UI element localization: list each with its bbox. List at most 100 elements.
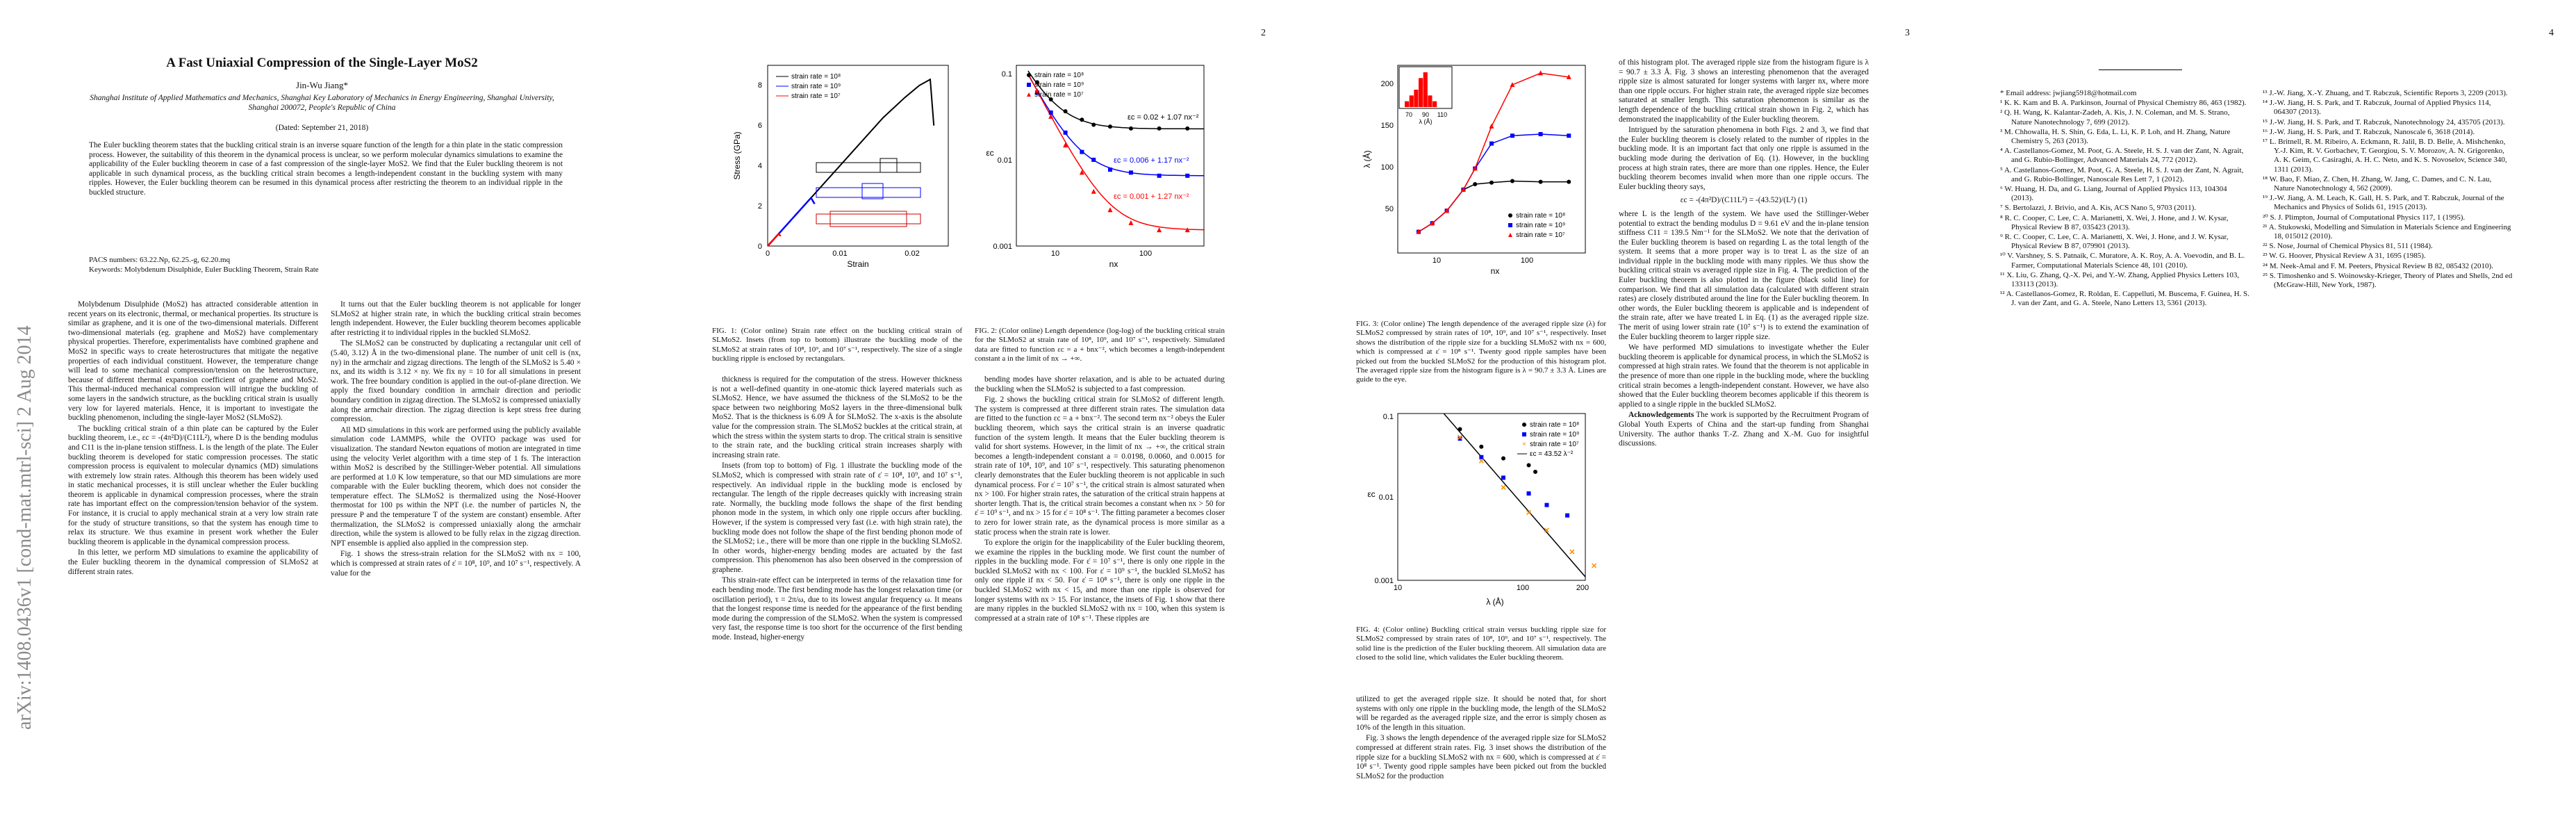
data-point [1157, 227, 1162, 233]
reference-item: ¹² A. Castellanos-Gomez, R. Roldan, E. C… [2000, 290, 2249, 308]
reference-item: ⁵ A. Castellanos-Gomez, M. Poot, G. A. S… [2000, 165, 2244, 183]
x-tick-label: 0.02 [905, 250, 919, 258]
legend-label: strain rate = 10⁹ [1034, 81, 1084, 89]
reference-item: ¹⁰ V. Varshney, S. S. Patnaik, C. Murato… [2000, 252, 2245, 270]
data-point [1538, 179, 1543, 184]
data-point [1128, 170, 1133, 175]
reference-item: ² Q. H. Wang, K. Kalantar-Zadeh, A. Kis,… [2000, 108, 2230, 126]
reference-item: ¹ K. K. Kam and B. A. Parkinson, Journal… [2000, 99, 2247, 108]
inset-ripple-1e7 [816, 213, 921, 224]
reference-item: ⁴ A. Castellanos-Gomez, M. Poot, G. A. S… [2000, 147, 2244, 165]
reference-item: ²³ W. G. Hoover, Physical Review A 31, 1… [2263, 252, 2426, 261]
data-point [1526, 463, 1531, 468]
data-point [1526, 509, 1532, 515]
page-3: 3 70 90 110 λ (Å) strain rate = 10⁸ stra… [1288, 0, 1932, 834]
legend: strain rate = 10⁸ strain rate = 10⁹ stra… [776, 73, 841, 100]
legend-label: strain rate = 10⁷ [1034, 91, 1084, 99]
paragraph: Fig. 2 shows the buckling critical strai… [975, 395, 1225, 537]
reference-item: ⁷ S. Bertolazzi, J. Brivio, and A. Kis, … [2000, 204, 2197, 213]
inset-ripple-1e9 [816, 187, 921, 198]
y-tick-label: 100 [1381, 163, 1394, 172]
data-point [1080, 149, 1084, 154]
figure-3: 70 90 110 λ (Å) strain rate = 10⁸ strain… [1362, 65, 1586, 276]
data-point [1185, 173, 1190, 178]
data-point [1107, 207, 1113, 213]
y-tick-label: 2 [758, 202, 762, 211]
data-point [1091, 188, 1096, 194]
legend-label: strain rate = 10⁸ [1516, 212, 1565, 220]
column-left: Molybdenum Disulphide (MoS2) has attract… [68, 300, 318, 578]
reference-item: ¹⁸ W. Bao, F. Miao, Z. Chen, H. Zhang, W… [2263, 174, 2492, 193]
page-2: 2 strain rate = 10⁸ strain rate = 10⁹ st… [644, 0, 1288, 834]
histogram-inset: 70 90 110 λ (Å) [1398, 66, 1453, 125]
inset-x-tick: 70 [1405, 111, 1412, 118]
y-tick-label: 0.01 [998, 156, 1012, 165]
paragraph: This strain-rate effect can be interpret… [712, 576, 962, 642]
y-axis-label: Stress (GPa) [732, 131, 742, 179]
keywords: Keywords: Molybdenum Disulphide, Euler B… [89, 265, 319, 274]
data-point [1063, 109, 1068, 114]
paragraph: where L is the length of the system. We … [1619, 209, 1869, 341]
legend-label: strain rate = 10⁷ [1530, 441, 1579, 448]
y-axis-label: εc [986, 148, 993, 158]
reference-item: ²² S. Nose, Journal of Chemical Physics … [2263, 242, 2433, 251]
x-tick-label: 100 [1521, 256, 1533, 265]
data-point [1592, 563, 1597, 569]
legend-label: strain rate = 10⁹ [1530, 431, 1579, 439]
paragraph: Insets (from top to bottom) of Fig. 1 il… [712, 461, 962, 574]
data-point [1538, 132, 1543, 136]
x-tick-label: 10 [1433, 256, 1441, 265]
legend: strain rate = 10⁸ strain rate = 10⁹ stra… [1508, 212, 1565, 239]
paragraph: Fig. 1 shows the stress-strain relation … [331, 550, 581, 578]
y-tick-label: 200 [1381, 80, 1394, 88]
figure-1: strain rate = 10⁸ strain rate = 10⁹ stra… [732, 65, 949, 269]
x-axis-label: nx [1109, 259, 1118, 269]
data-point [1569, 549, 1575, 555]
legend: strain rate = 10⁸ strain rate = 10⁹ × str… [1517, 421, 1579, 458]
data-point [1458, 427, 1462, 432]
figure-2: strain rate = 10⁸ strain rate = 10⁹ stra… [986, 65, 1205, 269]
reference-item: ²⁴ M. Neek-Amal and F. M. Peeters, Physi… [2263, 261, 2493, 270]
y-tick-label: 0.1 [1383, 413, 1394, 421]
legend-label: strain rate = 10⁷ [791, 92, 841, 100]
reference-item: ⁸ R. C. Cooper, C. Lee, C. A. Marianetti… [2000, 213, 2229, 231]
legend-label: strain rate = 10⁹ [1516, 222, 1565, 229]
histogram-bar [1405, 101, 1410, 107]
data-point [1501, 456, 1505, 461]
data-point [1460, 186, 1466, 192]
fit-line [1027, 74, 1204, 177]
histogram-bar [1423, 72, 1428, 107]
paper-title: A Fast Uniaxial Compression of the Singl… [166, 56, 478, 70]
column-right: bending modes have shorter relaxation, a… [975, 375, 1225, 625]
paragraph: utilized to get the averaged ripple size… [1356, 695, 1606, 732]
references-right: ¹³ J.-W. Jiang, X.-Y. Zhuang, and T. Rab… [2263, 89, 2513, 291]
abstract: The Euler buckling theorem states that t… [89, 141, 563, 197]
data-point [1544, 528, 1549, 533]
reference-item: ¹⁶ J.-W. Jiang, H. S. Park, and T. Rabcz… [2263, 127, 2475, 136]
paragraph: Molybdenum Disulphide (MoS2) has attract… [68, 300, 318, 423]
reference-item: ¹⁷ L. Britnell, R. M. Ribeiro, A. Eckman… [2263, 138, 2507, 174]
fit-line [1027, 73, 1204, 231]
equation-1: εc = -(4π²D)/(C11L²) = -(43.52)/(L²) (1) [1680, 196, 1808, 205]
data-point [1034, 80, 1039, 85]
reference-item: ³ M. Chhowalla, H. S. Shin, G. Eda, L. L… [2000, 127, 2231, 146]
figure-2-caption: FIG. 2: (Color online) Length dependence… [975, 327, 1225, 363]
page-number: 3 [1905, 28, 1910, 38]
legend: strain rate = 10⁸ strain rate = 10⁹ stra… [1027, 72, 1084, 99]
page-1: arXiv:1408.0436v1 [cond-mat.mtrl-sci] 2 … [0, 0, 644, 834]
data-point [1048, 110, 1053, 115]
x-tick-label: 100 [1517, 584, 1529, 592]
data-point [1565, 513, 1570, 518]
legend-label: strain rate = 10⁹ [791, 83, 841, 90]
reference-item: ¹⁴ J.-W. Jiang, H. S. Park, and T. Rabcz… [2263, 99, 2491, 117]
data-point [1048, 113, 1054, 119]
inset-ripple-rect [880, 158, 898, 173]
acknowledgements-heading: Acknowledgements [1628, 411, 1694, 420]
figure-1-caption: FIG. 1: (Color online) Strain rate effec… [712, 327, 962, 363]
y-tick-label: 0.001 [993, 243, 1012, 251]
column-left: thickness is required for the computatio… [712, 375, 962, 644]
inset-ripple-rect [861, 183, 884, 199]
x-tick-label: 100 [1139, 250, 1152, 258]
x-tick-label: 0 [766, 250, 770, 258]
reference-item: ²⁵ S. Timoshenko and S. Woinowsky-Kriege… [2263, 271, 2513, 290]
